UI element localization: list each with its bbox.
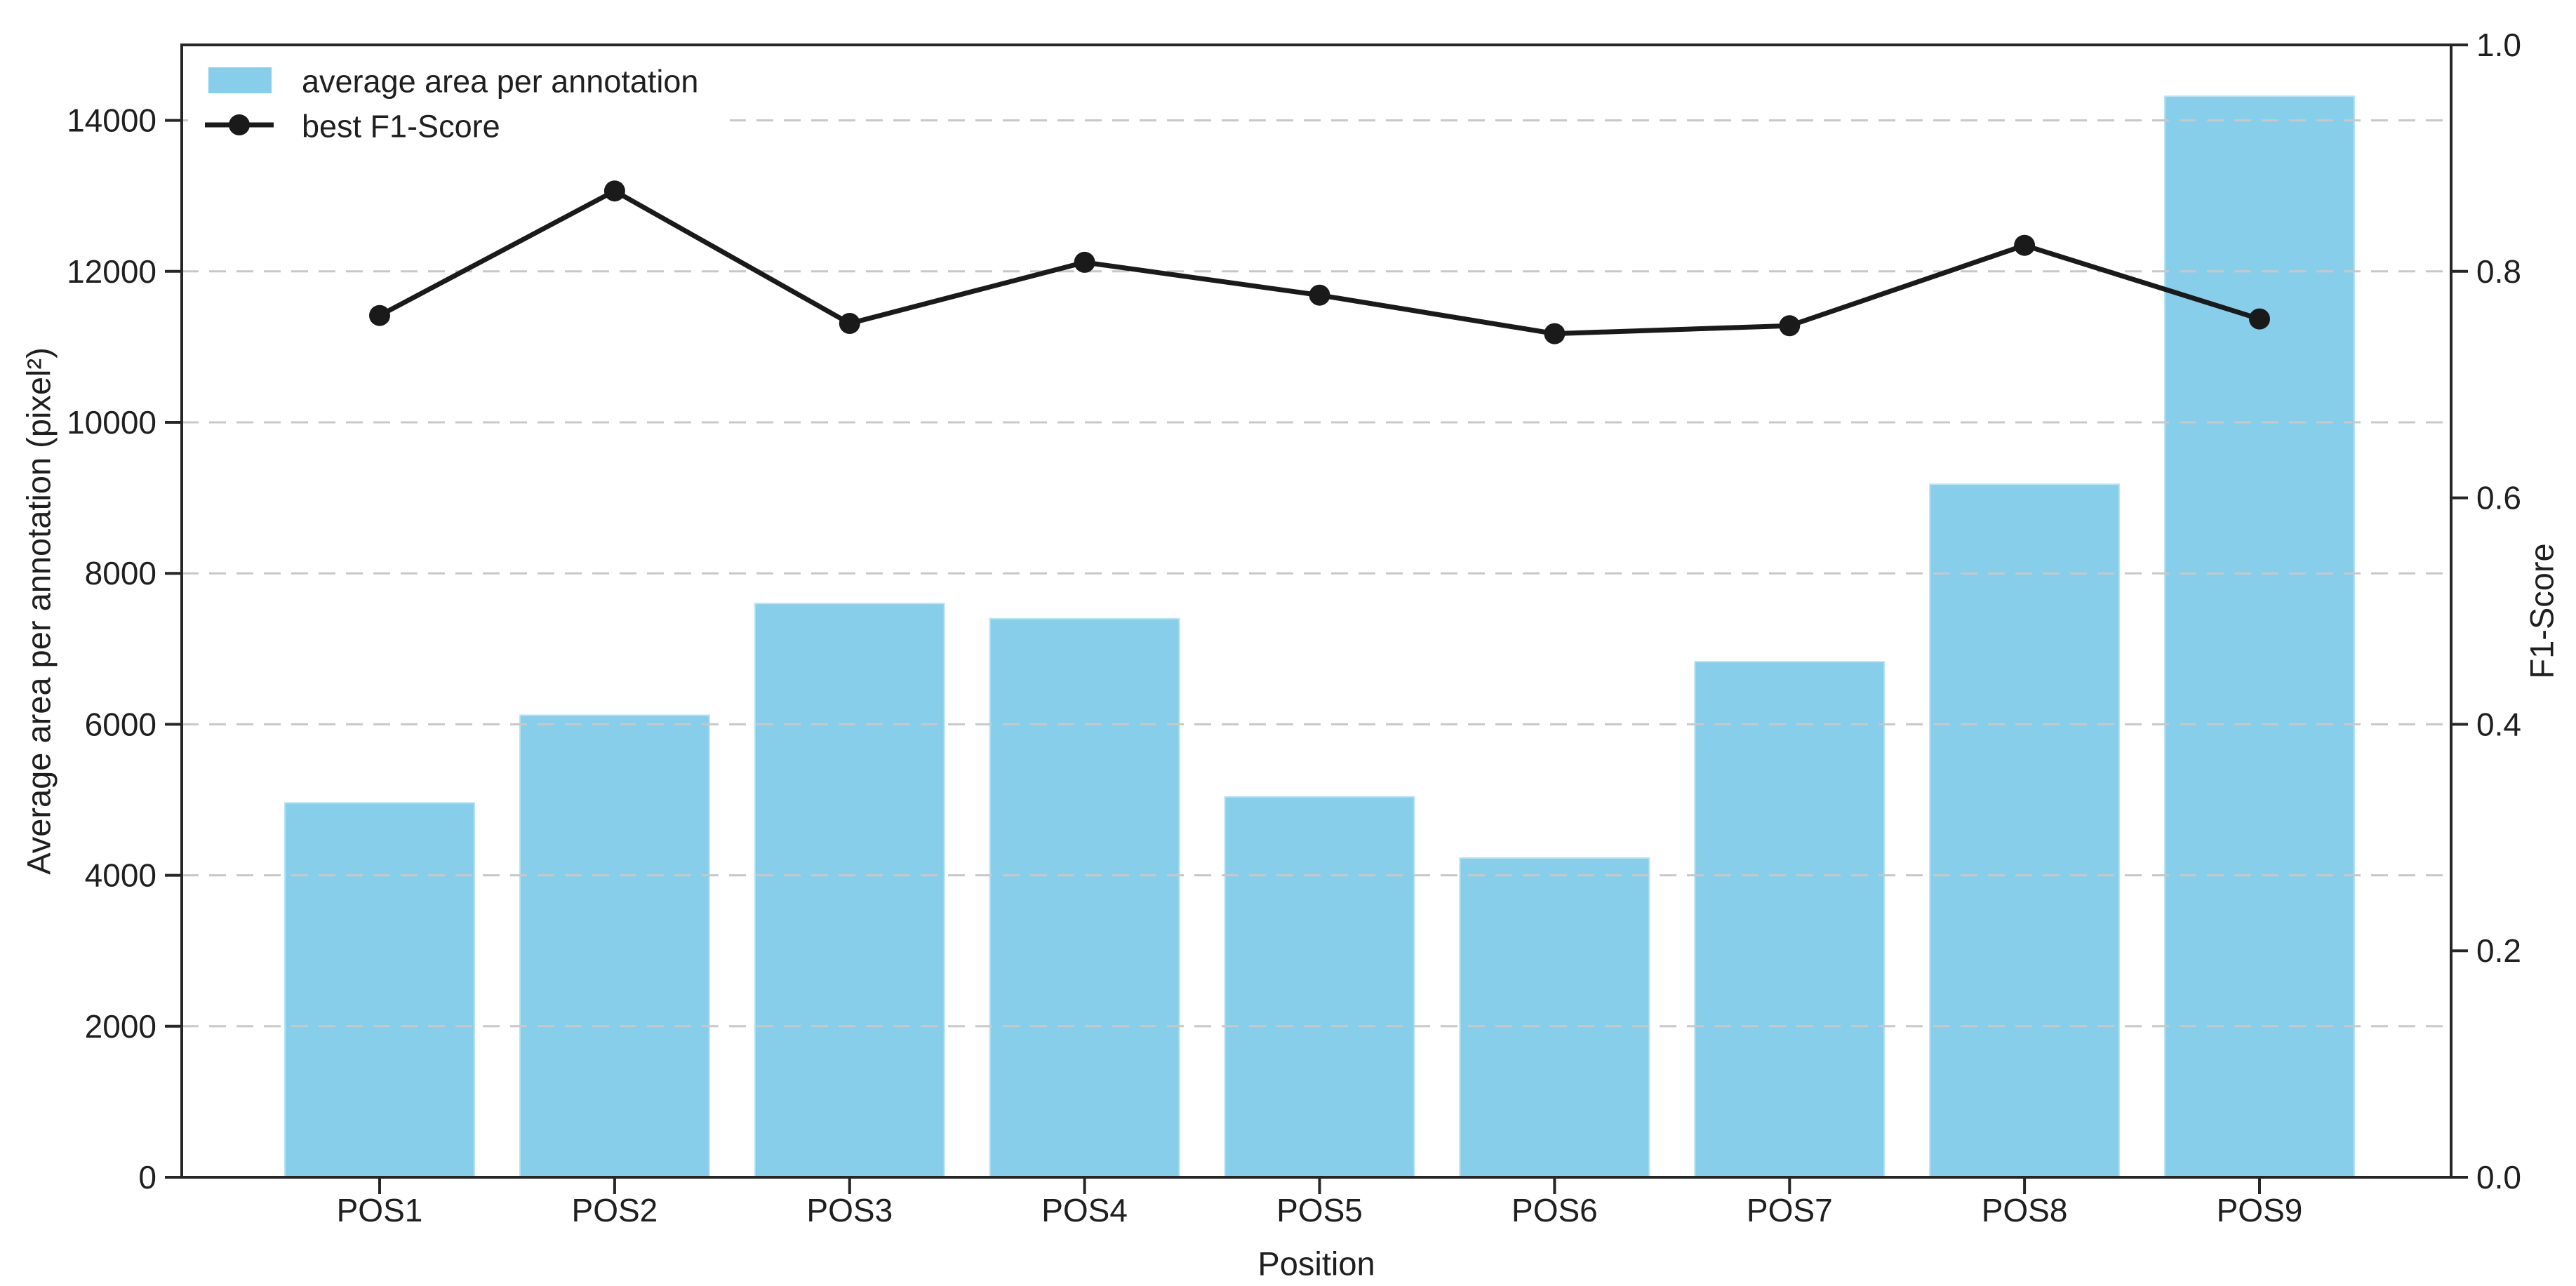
y-left-tick-label-10000: 10000 [67,404,156,441]
plot-border [180,43,2452,1179]
y-right-tick-label-0.8: 0.8 [2476,253,2521,290]
y-left-tick-label-6000: 6000 [85,706,156,742]
x-tick-label-pos7: POS7 [1747,1192,1833,1228]
bar-series [284,95,2355,1179]
x-tick-label-pos1: POS1 [337,1192,423,1228]
f1-marker-pos8 [2014,234,2036,256]
y-left-tick-label-14000: 14000 [67,102,156,139]
y-right-tick-label-0.0: 0.0 [2476,1159,2521,1195]
bar-pos2 [519,714,710,1178]
x-tick-label-pos5: POS5 [1276,1192,1363,1228]
legend: average area per annotation best F1-Scor… [188,51,730,150]
bar-pos4 [989,617,1180,1178]
x-tick-label-pos6: POS6 [1511,1192,1598,1228]
axis-ticks [165,43,2468,1194]
bar-pos3 [754,603,945,1178]
bar-pos9 [2164,95,2355,1179]
y-right-tick-label-0.6: 0.6 [2476,480,2521,516]
y-left-tick-label-2000: 2000 [85,1008,156,1045]
f1-line [378,188,2261,337]
axis-tick-labels: 0 2000 4000 6000 8000 10000 12000 14000 0.0 0.2 0.… [67,27,2521,1228]
f1-marker-pos7 [1779,315,1801,337]
legend-bar-swatch-icon [208,67,272,93]
legend-item-bar-label: average area per annotation [302,64,698,100]
y-left-tick-label-8000: 8000 [85,555,156,591]
bar-pos8 [1929,483,2121,1178]
bar-pos7 [1694,661,1886,1178]
bar-pos1 [284,802,475,1179]
f1-marker-pos3 [839,313,860,334]
y-right-tick-label-1.0: 1.0 [2476,27,2521,63]
f1-line-series [369,180,2270,344]
y-axis-right-title: F1-Score [2523,543,2561,678]
x-tick-label-pos2: POS2 [572,1192,658,1228]
x-tick-label-pos4: POS4 [1041,1192,1128,1228]
x-axis-title: Position [1257,1245,1375,1282]
bar-pos5 [1224,796,1415,1178]
f1-marker-pos5 [1309,284,1330,306]
x-tick-label-pos3: POS3 [806,1192,893,1228]
legend-item-line-label: best F1-Score [302,109,500,145]
y-axis-left-title: Average area per annotation (pixel²) [20,347,58,875]
y-left-tick-label-12000: 12000 [67,253,156,290]
legend-marker-dot-icon [229,114,250,135]
y-left-tick-label-0: 0 [138,1159,156,1195]
f1-marker-pos2 [603,180,625,202]
y-left-tick-label-4000: 4000 [85,857,156,894]
x-tick-label-pos8: POS8 [1982,1192,2068,1228]
f1-marker-pos4 [1074,251,1095,273]
gridlines [182,119,2451,1028]
y-right-tick-label-0.2: 0.2 [2476,932,2521,969]
y-right-tick-label-0.4: 0.4 [2476,706,2521,742]
f1-marker-pos9 [2249,308,2270,330]
f1-marker-pos1 [369,304,390,326]
bar-pos6 [1459,857,1650,1179]
x-tick-label-pos9: POS9 [2217,1192,2303,1228]
legend-background [188,51,730,150]
f1-marker-pos6 [1544,323,1566,344]
